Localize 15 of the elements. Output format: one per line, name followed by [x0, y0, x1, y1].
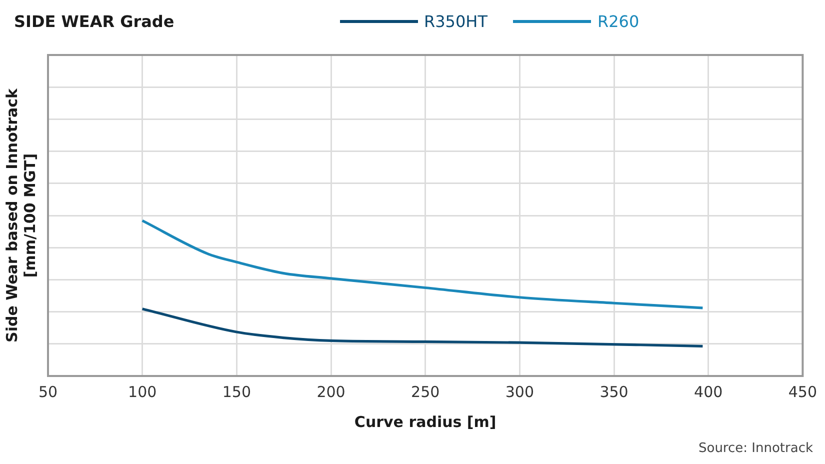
x-tick-label: 150: [222, 382, 251, 401]
x-tick-label: 350: [600, 382, 628, 401]
chart-title: SIDE WEAR Grade: [14, 12, 174, 31]
x-tick-label: 100: [128, 382, 157, 401]
source-note: Source: Innotrack: [698, 441, 813, 456]
legend-label: R260: [597, 12, 640, 31]
x-tick-label: 200: [316, 382, 346, 401]
x-tick-label: 50: [38, 382, 58, 401]
x-tick-label: 250: [411, 382, 440, 401]
x-tick-label: 300: [505, 382, 534, 401]
y-axis-title: Side Wear based on Innotrack [mm/100 MGT]: [2, 88, 39, 342]
x-tick-label: 450: [788, 382, 818, 401]
x-tick-label: 400: [694, 382, 723, 401]
legend-label: R350HT: [424, 12, 488, 31]
x-axis-title: Curve radius [m]: [354, 412, 496, 431]
